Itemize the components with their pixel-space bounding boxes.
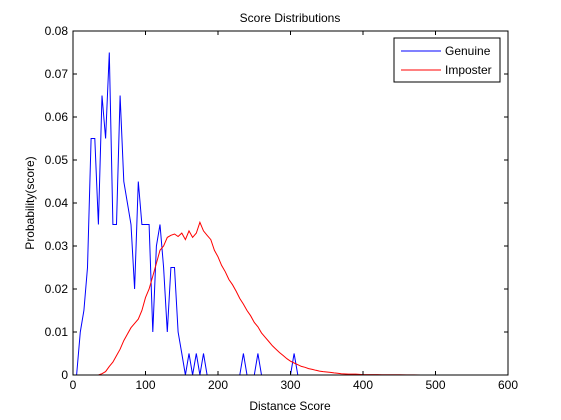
x-tick-label: 0 [70,378,77,392]
x-tick-label: 400 [353,378,373,392]
chart-title: Score Distributions [240,11,341,25]
x-axis-label: Distance Score [249,399,331,413]
y-tick-label: 0.06 [45,110,69,124]
legend-imposter-label: Imposter [445,63,492,77]
x-tick-label: 200 [208,378,228,392]
plot-area [73,31,508,375]
y-tick-label: 0.07 [45,67,69,81]
series-line-genuine [76,52,305,376]
legend-box [393,37,501,83]
y-axis-label: Probability(score) [23,156,37,249]
series-line-imposter [98,220,458,376]
legend: Genuine Imposter [393,37,501,83]
y-axis-ticks: 0 0.01 0.02 0.03 0.04 0.05 0.06 0.07 0.08 [45,24,508,382]
y-tick-label: 0 [61,368,68,382]
y-tick-label: 0.04 [45,196,69,210]
x-tick-label: 300 [280,378,300,392]
x-tick-label: 600 [498,378,518,392]
legend-genuine-label: Genuine [445,44,491,58]
y-tick-label: 0.02 [45,282,69,296]
y-tick-label: 0.03 [45,239,69,253]
y-tick-label: 0.08 [45,24,69,38]
x-tick-label: 100 [135,378,155,392]
series-layer [76,52,458,376]
x-axis-ticks: 0 100 200 300 400 500 600 [70,31,518,392]
y-tick-label: 0.01 [45,325,69,339]
y-tick-label: 0.05 [45,153,69,167]
x-tick-label: 500 [425,378,445,392]
